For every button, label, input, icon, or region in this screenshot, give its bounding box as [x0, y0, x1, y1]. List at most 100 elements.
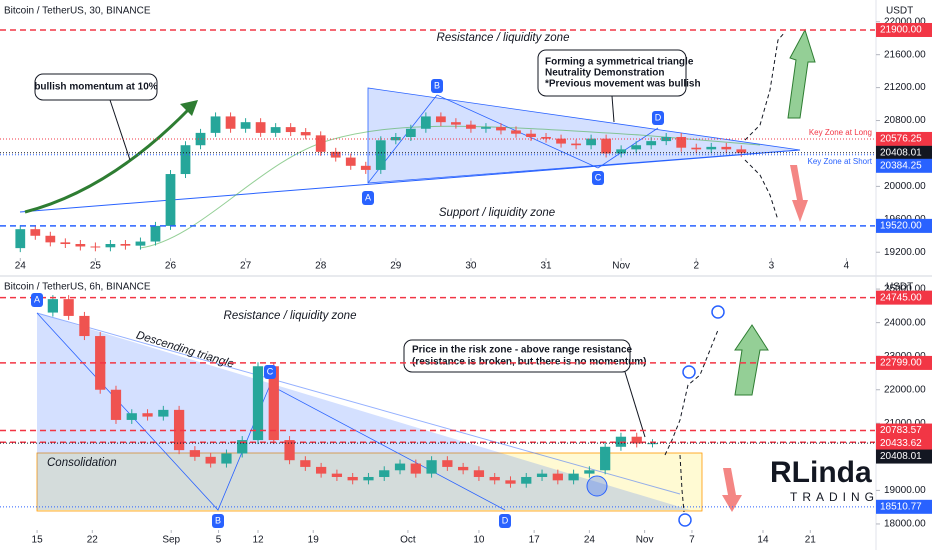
- candle: [268, 366, 279, 441]
- candle: [600, 446, 611, 471]
- x-tick-label: 29: [390, 261, 402, 272]
- point-marker: [431, 79, 443, 93]
- callout-text: Forming a symmetrical triangle: [545, 57, 694, 68]
- point-marker: [212, 514, 224, 528]
- candle: [601, 138, 611, 154]
- projection: [744, 31, 786, 141]
- candle: [536, 473, 548, 477]
- callout-pointer: [109, 99, 131, 161]
- callout-pointer: [611, 95, 615, 123]
- candle: [221, 453, 232, 464]
- candle: [442, 460, 453, 467]
- candle: [345, 157, 356, 166]
- point-marker: [264, 365, 276, 379]
- point-label: C: [267, 366, 274, 376]
- candle: [435, 116, 446, 123]
- projection: [744, 159, 779, 221]
- level-label: 21900.00: [880, 25, 922, 36]
- point-label: A: [34, 294, 40, 304]
- y-tick-label: 24000.00: [884, 317, 926, 328]
- triangle-edge: [36, 312, 681, 495]
- projection: [664, 329, 719, 456]
- candle: [736, 149, 747, 153]
- candle: [240, 122, 251, 129]
- candle: [135, 241, 146, 246]
- candle: [646, 141, 657, 146]
- moving-average: [139, 125, 761, 249]
- candle: [363, 476, 374, 481]
- x-tick-label: 4: [844, 261, 850, 272]
- level-label-bg: [876, 131, 932, 146]
- level-label: 20783.57: [880, 425, 922, 436]
- point-marker: [592, 171, 604, 185]
- level-label: 18510.77: [880, 501, 922, 512]
- x-tick-label: 12: [252, 535, 264, 546]
- y-tick-label: 21200.00: [884, 82, 926, 93]
- point-label: B: [434, 80, 440, 90]
- annotation: Resistance / liquidity zone: [437, 32, 570, 44]
- candle: [63, 299, 74, 316]
- candle: [496, 127, 506, 131]
- level-label: 20384.25: [880, 160, 922, 171]
- candle: [347, 476, 358, 481]
- targets: [678, 305, 725, 527]
- candle: [586, 138, 596, 146]
- candle: [390, 136, 401, 141]
- x-tick-label: 21: [805, 535, 817, 546]
- down-arrow: [790, 165, 808, 222]
- watermark: RLinda: [770, 456, 872, 489]
- triangle: [367, 87, 801, 184]
- candle: [473, 470, 485, 477]
- level-label-bg: [876, 218, 932, 233]
- callout-text: Price in the risk zone - above range res…: [412, 345, 633, 356]
- level-label-bg: [876, 290, 932, 305]
- candle: [511, 130, 521, 134]
- candle: [15, 229, 26, 249]
- y-tick-label: 18000.00: [884, 519, 926, 530]
- candle: [721, 146, 732, 150]
- x-tick-label: Sep: [162, 535, 180, 546]
- candle: [394, 463, 406, 471]
- momentum-arrow: [24, 106, 192, 214]
- y-tick-label: 20800.00: [884, 115, 926, 126]
- candle: [631, 145, 642, 150]
- callout-box: [34, 73, 158, 101]
- x-tick-label: 24: [15, 261, 27, 272]
- candle: [426, 460, 437, 474]
- level-label: 20576.25: [880, 134, 922, 145]
- y-tick-label: 21600.00: [884, 49, 926, 60]
- candle: [360, 165, 371, 170]
- point-marker: [31, 293, 43, 307]
- candle: [225, 116, 236, 129]
- candle: [158, 409, 169, 417]
- x-tick-label: 22: [87, 535, 99, 546]
- up-arrow: [787, 28, 816, 119]
- level-label-bg: [876, 355, 932, 370]
- x-tick-label: 17: [529, 535, 541, 546]
- candle: [285, 127, 296, 133]
- consolidation-zone: [36, 452, 703, 512]
- callout-pointer: [624, 371, 646, 438]
- candle: [315, 135, 326, 152]
- point-marker: [652, 111, 664, 125]
- callout-box: [403, 339, 631, 373]
- candle: [410, 463, 421, 474]
- candle: [489, 476, 500, 481]
- arrow-head: [180, 100, 198, 116]
- point-label: B: [215, 515, 221, 525]
- candle: [126, 413, 137, 420]
- x-tick-label: 3: [769, 261, 775, 272]
- candle: [315, 466, 327, 474]
- x-tick-label: Nov: [636, 535, 654, 546]
- candle: [75, 244, 86, 247]
- candle: [210, 116, 221, 133]
- watermark: TRADING: [790, 490, 879, 504]
- level-label: 19520.00: [880, 221, 922, 232]
- candle: [405, 128, 416, 137]
- candle: [331, 473, 343, 477]
- y-tick-label: 21000.00: [884, 418, 926, 429]
- up-arrow: [734, 324, 769, 396]
- x-tick-label: 31: [540, 261, 552, 272]
- point-label: A: [365, 192, 371, 202]
